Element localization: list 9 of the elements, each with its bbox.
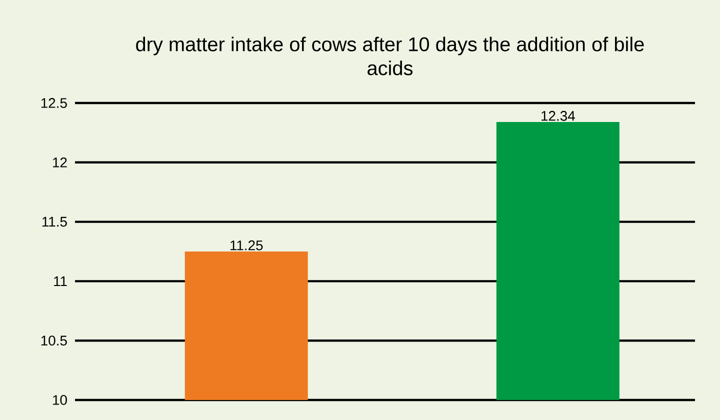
y-tick-label: 12 — [53, 158, 67, 168]
y-tick-label: 10.5 — [41, 336, 67, 346]
y-tick-label: 11.5 — [42, 216, 67, 227]
y-tick-label: 11 — [54, 276, 67, 286]
chart-title: dry matter intake of cows after 10 days the addition of bile acids — [136, 36, 644, 76]
y-tick-label: 10 — [53, 395, 67, 405]
y-tick-label: 12.5 — [41, 98, 67, 108]
data-label: 12.34 — [542, 110, 575, 121]
data-label: 11.25 — [230, 240, 263, 250]
